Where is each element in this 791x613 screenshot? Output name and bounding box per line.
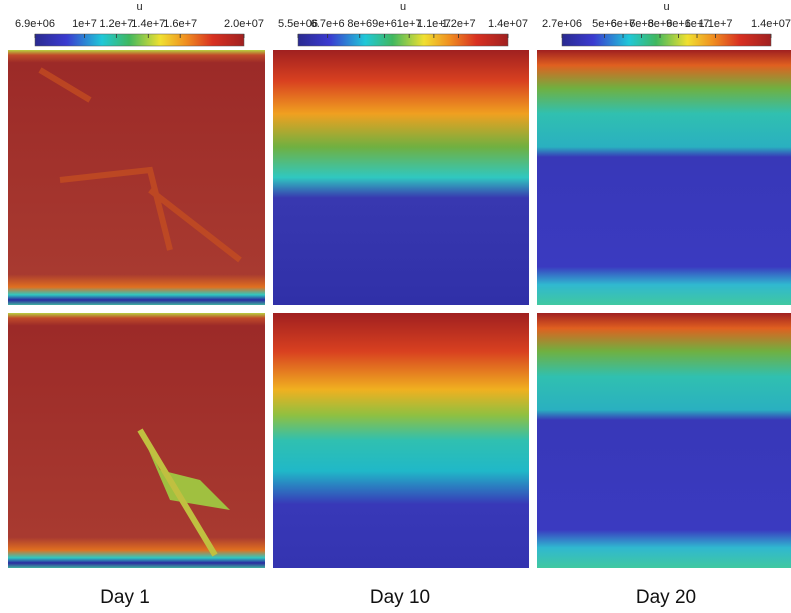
figure: Day 1 Day 10 Day 20 u6.9e+061e+71.2e+71.… [0,0,791,613]
tick-label: 6.9e+06 [15,18,55,30]
tick-label: 1.6e+7 [163,18,197,30]
field-panel [8,50,265,305]
field-panel [273,50,529,305]
tick-label: 1.4e+07 [751,18,791,30]
tick-label: 1.4e+07 [488,18,528,30]
tick-label: 6.7e+6 [311,18,345,30]
tick-label: 1e+7 [72,18,97,30]
column-label: Day 1 [100,587,150,608]
colorbar-title: u [136,1,142,13]
field-panel [273,313,529,568]
field-panel [8,313,265,568]
colorbar [35,34,244,46]
column-label: Day 10 [370,587,430,608]
tick-label: 1.2e+7 [99,18,133,30]
field-panel [537,50,791,305]
tick-label: 2.7e+06 [542,18,582,30]
tick-label: 1.4e+7 [131,18,165,30]
tick-label: 9e+6 [372,18,397,30]
column-label: Day 20 [636,587,696,608]
colorbar-title: u [400,1,406,13]
colorbar [562,34,771,46]
colorbar-title: u [663,1,669,13]
tick-label: 2.0e+07 [224,18,264,30]
tick-label: 1.2e+7 [442,18,476,30]
field-panels [8,50,791,568]
field-panel [537,313,791,568]
colorbar [298,34,508,46]
tick-label: 8e+6 [347,18,372,30]
tick-label: 1.1e+7 [699,18,733,30]
